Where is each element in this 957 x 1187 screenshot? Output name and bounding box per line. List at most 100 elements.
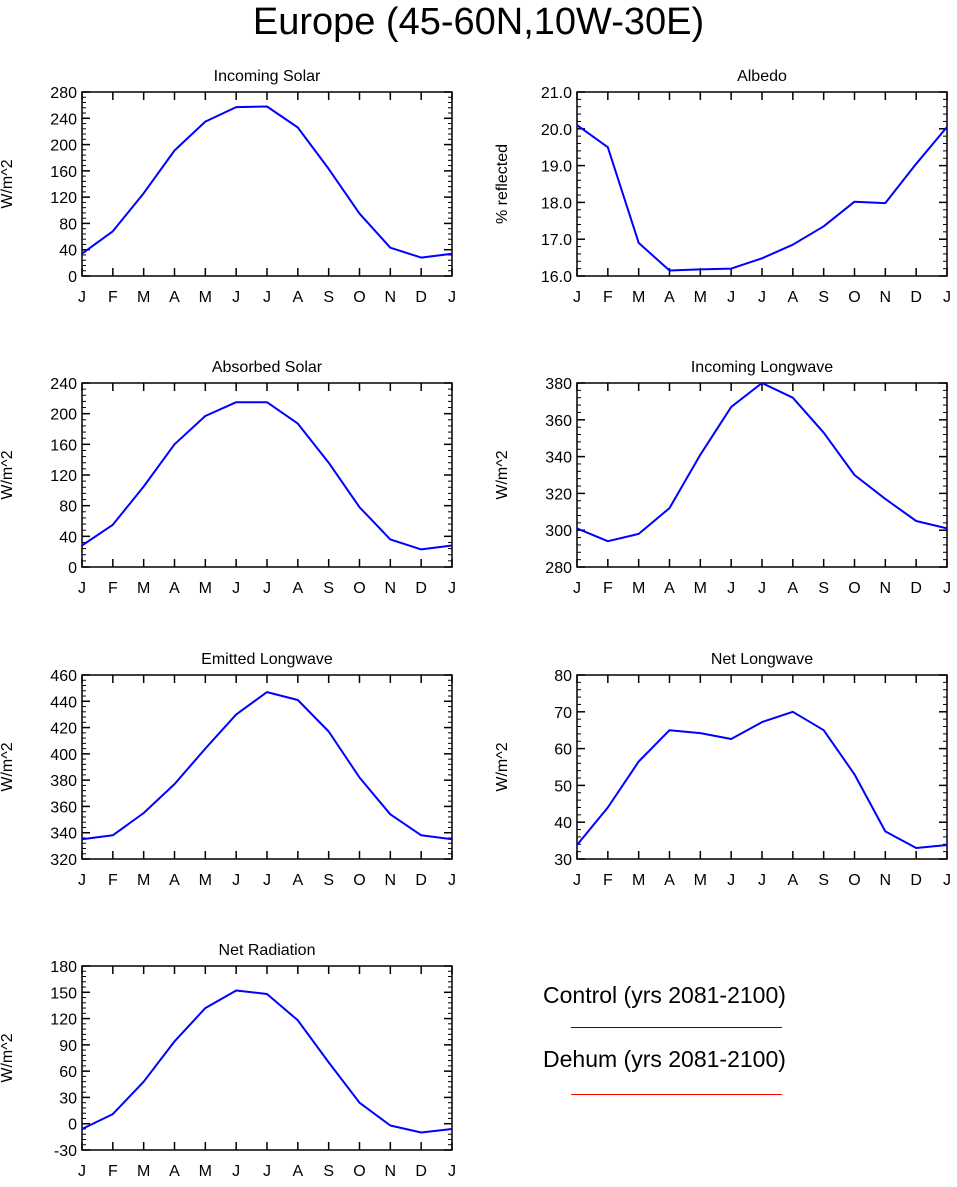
x-tick-label: N <box>385 1163 397 1180</box>
y-tick-label: 60 <box>554 742 572 759</box>
plot-frame <box>576 382 948 568</box>
y-tick-label: 60 <box>59 1064 77 1081</box>
y-tick-label: 120 <box>50 190 77 207</box>
x-tick-label: J <box>78 1163 86 1180</box>
y-tick-label: 320 <box>545 486 572 503</box>
x-tick-label: J <box>573 289 581 306</box>
chart-title: Albedo <box>737 68 787 85</box>
x-tick-label: A <box>664 580 675 597</box>
y-tick-label: 19.0 <box>541 159 572 176</box>
y-tick-label: 320 <box>50 852 77 869</box>
x-tick-label: S <box>323 580 334 597</box>
y-axis-label: W/m^2 <box>0 450 16 500</box>
x-tick-label: J <box>573 872 581 889</box>
y-tick-label: 280 <box>50 85 77 102</box>
x-tick-label: M <box>199 872 212 889</box>
x-tick-label: A <box>169 872 180 889</box>
y-tick-label: 160 <box>50 164 77 181</box>
x-tick-label: J <box>758 872 766 889</box>
series-line-control <box>81 989 453 1134</box>
y-tick-label: 21.0 <box>541 85 572 102</box>
x-tick-label: N <box>880 872 892 889</box>
y-tick-label: 300 <box>545 523 572 540</box>
x-tick-label: J <box>232 1163 240 1180</box>
plot-frame <box>576 91 948 277</box>
series-line-control <box>81 401 453 551</box>
y-tick-label: 80 <box>554 668 572 685</box>
y-tick-label: 380 <box>545 376 572 393</box>
x-tick-label: F <box>603 872 613 889</box>
x-tick-label: J <box>943 872 951 889</box>
plot-frame <box>81 382 453 568</box>
y-tick-label: 380 <box>50 773 77 790</box>
x-tick-label: D <box>415 289 427 306</box>
chart-title: Incoming Solar <box>213 68 321 85</box>
legend-dehum-line <box>571 1094 782 1095</box>
y-tick-label: 340 <box>50 826 77 843</box>
x-tick-label: S <box>818 289 829 306</box>
y-tick-label: 420 <box>50 721 77 738</box>
y-tick-label: 20.0 <box>541 122 572 139</box>
x-tick-label: F <box>603 580 613 597</box>
x-tick-label: A <box>169 289 180 306</box>
x-tick-label: J <box>943 289 951 306</box>
x-tick-label: M <box>632 289 645 306</box>
x-tick-label: N <box>880 580 892 597</box>
x-tick-label: J <box>78 289 86 306</box>
y-tick-label: 18.0 <box>541 195 572 212</box>
y-tick-label: 240 <box>50 111 77 128</box>
x-tick-label: J <box>727 580 735 597</box>
chart-title: Emitted Longwave <box>201 651 333 668</box>
x-tick-label: J <box>943 580 951 597</box>
x-tick-label: S <box>323 1163 334 1180</box>
x-tick-label: D <box>415 580 427 597</box>
y-axis-label: W/m^2 <box>494 450 511 500</box>
x-tick-label: O <box>848 289 860 306</box>
x-tick-label: A <box>787 872 798 889</box>
x-tick-label: F <box>108 580 118 597</box>
x-tick-label: S <box>818 580 829 597</box>
x-tick-label: O <box>848 872 860 889</box>
series-line-control <box>576 382 948 543</box>
x-tick-label: D <box>910 289 922 306</box>
x-tick-label: N <box>385 872 397 889</box>
x-tick-label: J <box>448 580 456 597</box>
y-tick-label: 360 <box>50 799 77 816</box>
x-tick-label: N <box>385 580 397 597</box>
x-tick-label: F <box>603 289 613 306</box>
x-tick-label: J <box>263 289 271 306</box>
y-axis-label: W/m^2 <box>0 159 16 209</box>
x-tick-label: M <box>199 580 212 597</box>
chart-title: Net Radiation <box>218 942 316 959</box>
x-tick-label: J <box>78 580 86 597</box>
y-tick-label: 360 <box>545 413 572 430</box>
plot-frame <box>81 674 453 860</box>
x-tick-label: F <box>108 289 118 306</box>
x-tick-label: A <box>787 289 798 306</box>
x-tick-label: M <box>137 1163 150 1180</box>
figure-title: Europe (45-60N,10W-30E) <box>252 1 705 43</box>
x-tick-label: S <box>323 872 334 889</box>
x-tick-label: M <box>199 1163 212 1180</box>
y-axis-label: W/m^2 <box>0 742 16 792</box>
x-tick-label: F <box>108 1163 118 1180</box>
y-tick-label: 0 <box>68 1117 77 1134</box>
y-axis-label: W/m^2 <box>0 1033 16 1083</box>
chart-title: Absorbed Solar <box>211 359 323 376</box>
chart-svg-albedo: J F M A M J J A S O N D J16.017.018.019.020.021.0 <box>541 85 951 306</box>
y-tick-label: 440 <box>50 694 77 711</box>
series-line-control <box>576 710 948 849</box>
x-tick-label: O <box>353 289 365 306</box>
x-tick-label: J <box>232 289 240 306</box>
y-tick-label: 50 <box>554 778 572 795</box>
x-tick-label: O <box>848 580 860 597</box>
y-tick-label: 90 <box>59 1038 77 1055</box>
y-tick-label: 120 <box>50 1012 77 1029</box>
x-tick-label: A <box>292 872 303 889</box>
y-tick-label: 30 <box>59 1090 77 1107</box>
x-tick-label: J <box>263 872 271 889</box>
chart-title: Incoming Longwave <box>690 359 834 376</box>
x-tick-label: M <box>137 580 150 597</box>
